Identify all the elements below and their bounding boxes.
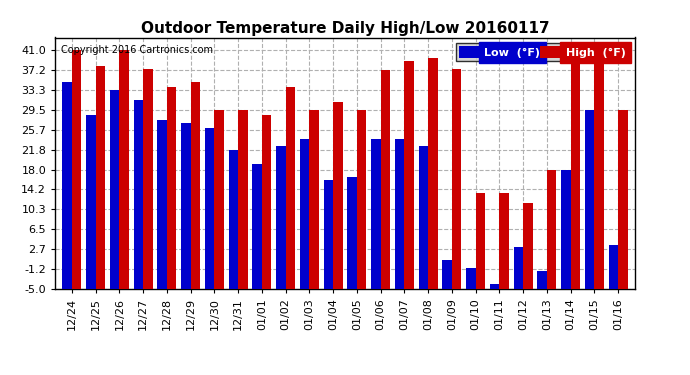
Bar (110, 90, 119, 289)
Title: Outdoor Temperature Daily High/Low 20160117: Outdoor Temperature Daily High/Low 20160… (141, 21, 549, 36)
Bar (300, 138, 309, 289)
Bar (452, 69, 462, 289)
Bar (500, 193, 509, 289)
Bar (157, 120, 167, 289)
Bar (428, 58, 437, 289)
Bar (238, 110, 248, 289)
Bar (96, 66, 105, 289)
Bar (181, 123, 190, 289)
Bar (513, 247, 523, 289)
Bar (561, 170, 571, 289)
Bar (72, 51, 81, 289)
Bar (190, 81, 200, 289)
Bar (333, 102, 343, 289)
Bar (324, 180, 333, 289)
Bar (205, 128, 215, 289)
Bar (347, 177, 357, 289)
Bar (475, 193, 485, 289)
Bar (594, 61, 604, 289)
Bar (86, 115, 96, 289)
Bar (134, 100, 143, 289)
Bar (262, 115, 271, 289)
Bar (523, 203, 533, 289)
Bar (276, 146, 286, 289)
Bar (395, 138, 404, 289)
Bar (371, 138, 381, 289)
Bar (538, 271, 547, 289)
Bar (442, 260, 452, 289)
Bar (381, 70, 390, 289)
Bar (309, 110, 319, 289)
Bar (215, 110, 224, 289)
Bar (466, 268, 475, 289)
Bar (119, 51, 129, 289)
Bar (585, 110, 594, 289)
Bar (357, 110, 366, 289)
Bar (547, 170, 556, 289)
Bar (419, 146, 428, 289)
Bar (404, 61, 414, 289)
Text: Copyright 2016 Cartronics.com: Copyright 2016 Cartronics.com (61, 45, 213, 55)
Bar (609, 245, 618, 289)
Bar (490, 284, 500, 289)
Bar (571, 51, 580, 289)
Bar (286, 87, 295, 289)
Bar (167, 87, 177, 289)
Bar (143, 69, 152, 289)
Bar (618, 110, 628, 289)
Bar (253, 164, 262, 289)
Bar (62, 81, 72, 289)
Legend: Low  (°F), High  (°F): Low (°F), High (°F) (455, 43, 629, 61)
Bar (228, 150, 238, 289)
